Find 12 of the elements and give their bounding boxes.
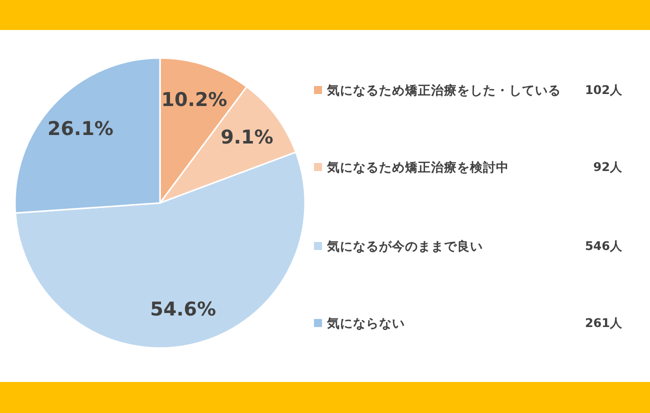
- data-label: 10.2%: [161, 88, 228, 111]
- legend-label: 気になるため矯正治療をした・している: [326, 82, 561, 98]
- legend-label: 気になるため矯正治療を検討中: [326, 160, 509, 174]
- legend-label: 気にならない: [326, 316, 405, 330]
- text: 102人: [584, 83, 623, 97]
- data-label: 9.1%: [220, 126, 274, 149]
- text: 546人: [584, 239, 623, 253]
- data-label: 26.1%: [48, 118, 114, 140]
- legend-label: 気になるが今のままで良い: [326, 238, 483, 254]
- data-label: 54.6%: [150, 298, 216, 320]
- text: 92人: [593, 160, 623, 174]
- text: 261人: [584, 316, 623, 330]
